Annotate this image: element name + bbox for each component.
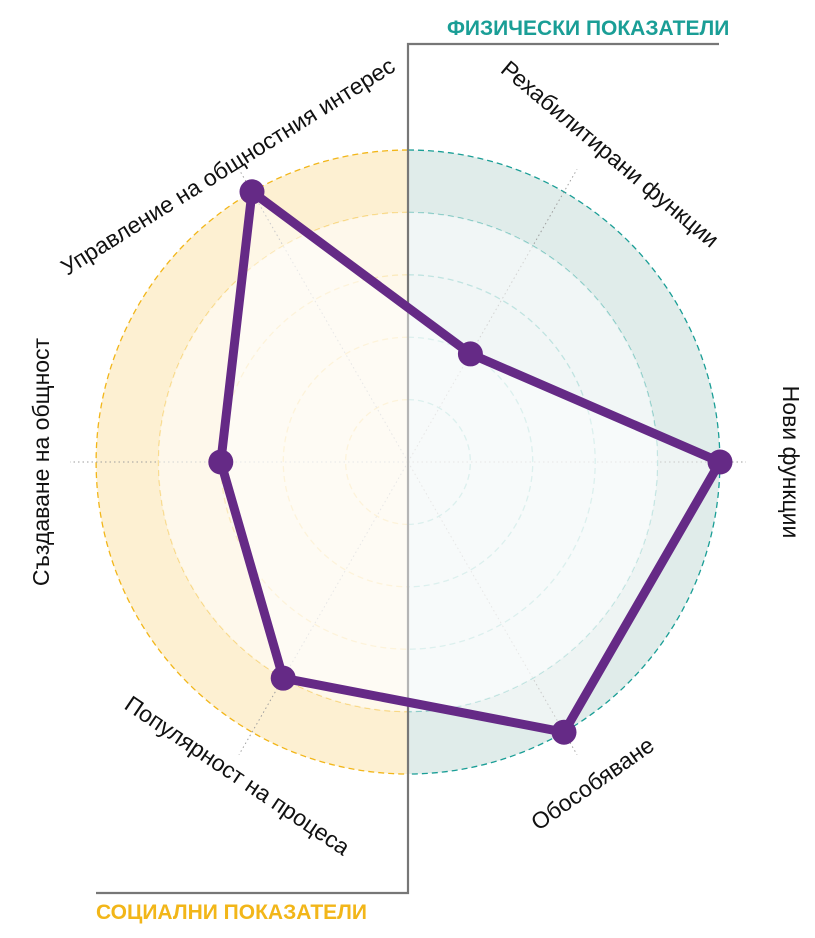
data-point-3 — [551, 719, 577, 745]
data-point-1 — [457, 341, 483, 367]
frame-line-social — [96, 462, 410, 895]
group-title-physical: ФИЗИЧЕСКИ ПОКАЗАТЕЛИ — [447, 17, 729, 40]
group-title-social: СОЦИАЛНИ ПОКАЗАТЕЛИ — [96, 901, 367, 924]
data-point-5 — [208, 449, 234, 475]
data-point-4 — [270, 665, 296, 691]
data-series — [208, 179, 733, 745]
axis-label-community-building: Създаване на общност — [28, 337, 54, 586]
group-frame — [96, 42, 719, 895]
axis-label-new-functions: Нови функции — [778, 386, 804, 539]
axis-label-separation: Обособяване — [526, 732, 659, 836]
group-titles: ФИЗИЧЕСКИ ПОКАЗАТЕЛИ СОЦИАЛНИ ПОКАЗАТЕЛИ — [96, 17, 729, 924]
frame-line-physical — [406, 42, 719, 462]
data-point-6 — [239, 179, 265, 205]
data-point-2 — [707, 449, 733, 475]
